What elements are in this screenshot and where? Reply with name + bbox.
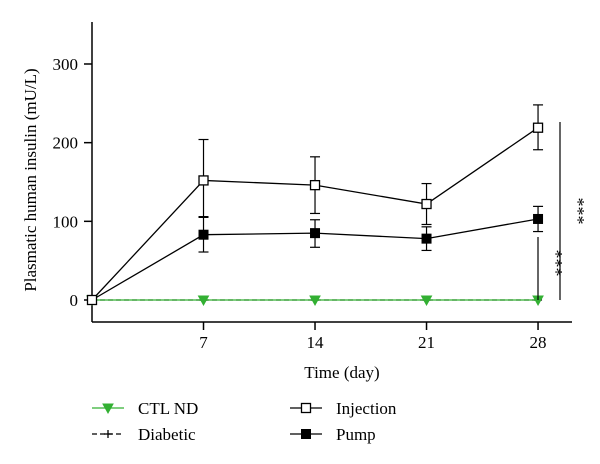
significance-annotations: *** *** [537,122,588,300]
x-tick-label: 21 [418,333,435,352]
data-point-pump [421,233,432,244]
series-ctl-nd [86,295,544,307]
axes: 0 100 200 300 7 14 21 28 Time (day) Plasmatic hum… [21,22,572,382]
legend-marker-injection [300,402,312,414]
y-axis-label: Plasmatic human insulin (mU/L) [21,68,40,291]
legend-item-pump: Pump [290,425,376,444]
data-point-ctl-nd [309,295,321,307]
y-tick-label: 300 [53,55,79,74]
series-injection [86,104,544,306]
legend-label-ctl-nd: CTL ND [138,399,198,418]
legend-item-ctl-nd: CTL ND [92,399,198,418]
data-point-ctl-nd [197,295,210,307]
legend-item-diabetic: Diabetic [92,425,196,444]
legend-marker-pump [301,429,311,439]
series-pump [87,205,544,305]
x-tick-label: 14 [307,333,325,352]
data-point-pump [310,228,321,239]
legend-label-pump: Pump [336,425,376,444]
legend-label-diabetic: Diabetic [138,425,196,444]
legend-item-injection: Injection [290,399,397,418]
legend-label-injection: Injection [336,399,397,418]
data-point-ctl-nd [420,295,433,307]
y-tick-label: 0 [70,291,79,310]
legend-marker-ctl-nd [102,403,114,415]
data-point-injection [86,294,98,306]
x-axis-label: Time (day) [304,363,379,382]
y-tick-label: 100 [53,212,79,231]
legend: CTL ND Diabetic Injection Pump [92,399,397,444]
data-point-pump [533,213,544,224]
data-point-pump [198,229,209,240]
legend-marker-diabetic [104,430,112,438]
sig-label-pump: *** [546,250,566,277]
data-point-injection [198,175,209,186]
data-point-injection [421,198,432,210]
series-layer [86,104,544,307]
data-point-injection [532,122,544,133]
y-tick-label: 200 [53,134,79,153]
sig-label-injection: *** [568,198,588,225]
x-tick-label: 28 [530,333,547,352]
x-tick-label: 7 [199,333,208,352]
data-point-injection [309,179,321,191]
